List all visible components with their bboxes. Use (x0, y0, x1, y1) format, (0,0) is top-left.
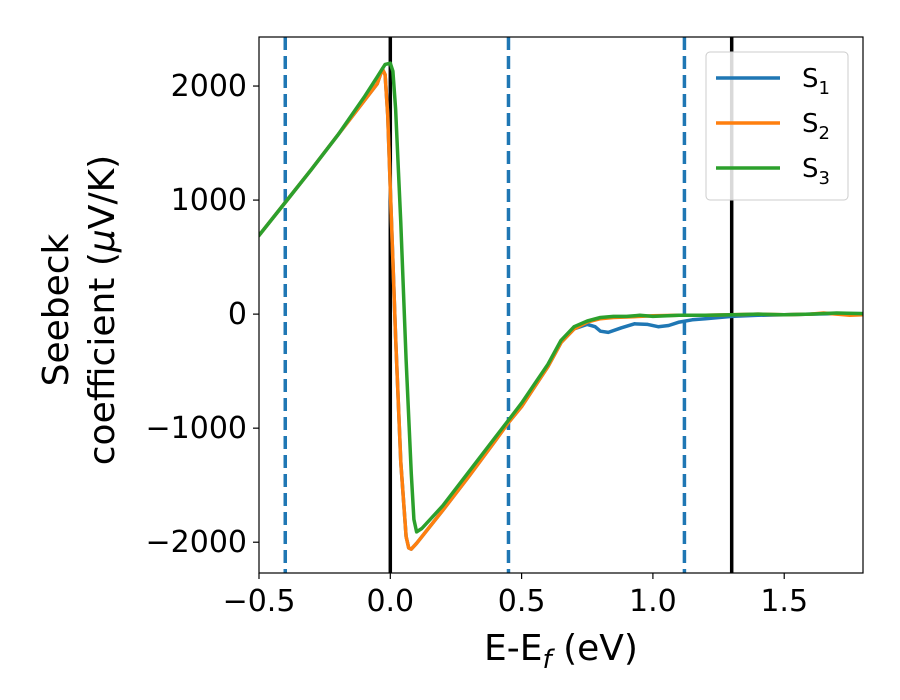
legend-label-3: S3 (802, 154, 830, 189)
x-tick-label: 0.5 (498, 584, 546, 619)
x-axis-label: E-Ef (eV) (484, 628, 638, 675)
legend-frame (705, 51, 849, 201)
legend: S1 S2 S3 (705, 51, 849, 201)
y-tick-label: 1000 (171, 183, 247, 218)
x-tick-label: −0.5 (223, 584, 296, 619)
legend-label-1: S1 (802, 64, 830, 99)
legend-label-2: S2 (802, 109, 830, 144)
y-tick-label: 0 (228, 297, 247, 332)
y-tick-label: 2000 (171, 69, 247, 104)
y-tick-label: −2000 (146, 525, 247, 560)
y-axis-label: Seebeck coefficient (μV/K) (36, 155, 123, 465)
plot-frame (258, 36, 864, 574)
x-tick-label: 1.5 (760, 584, 808, 619)
y-tick-label: −1000 (146, 411, 247, 446)
series-lines (259, 61, 863, 551)
x-axis-ticks: −0.5 0.0 0.5 1.0 1.5 (223, 573, 808, 619)
y-axis-label-line1: Seebeck (36, 233, 77, 386)
x-tick-label: 1.0 (629, 584, 677, 619)
x-tick-label: 0.0 (366, 584, 414, 619)
series-line-3 (259, 61, 863, 534)
y-axis-label-line2: coefficient (μV/K) (82, 155, 123, 465)
y-axis-ticks: −2000 −1000 0 1000 2000 (146, 69, 259, 560)
